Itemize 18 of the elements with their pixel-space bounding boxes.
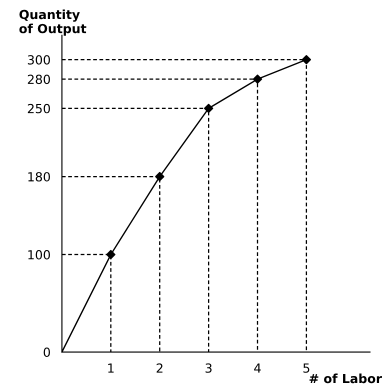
y-tick-label: 300 [28, 55, 50, 65]
x-tick-label: 4 [254, 364, 261, 373]
y-tick-label: 250 [28, 104, 50, 114]
point [155, 172, 164, 182]
y-tick-label: 100 [28, 250, 50, 260]
y-tick-label: 280 [28, 74, 50, 84]
point [106, 250, 116, 260]
point [204, 104, 214, 113]
x-tick-label: 1 [108, 364, 114, 373]
x-axis-title: # of Labor [310, 374, 382, 384]
y-tick-label: 0 [44, 347, 50, 357]
point [252, 74, 262, 84]
x-tick-label: 5 [303, 364, 310, 373]
x-tick-label: 2 [156, 363, 162, 373]
y-axis-title: Quantity of Output [19, 10, 86, 36]
point [302, 55, 312, 64]
y-tick-label: 180 [28, 172, 50, 182]
x-tick-label: 3 [206, 363, 212, 373]
